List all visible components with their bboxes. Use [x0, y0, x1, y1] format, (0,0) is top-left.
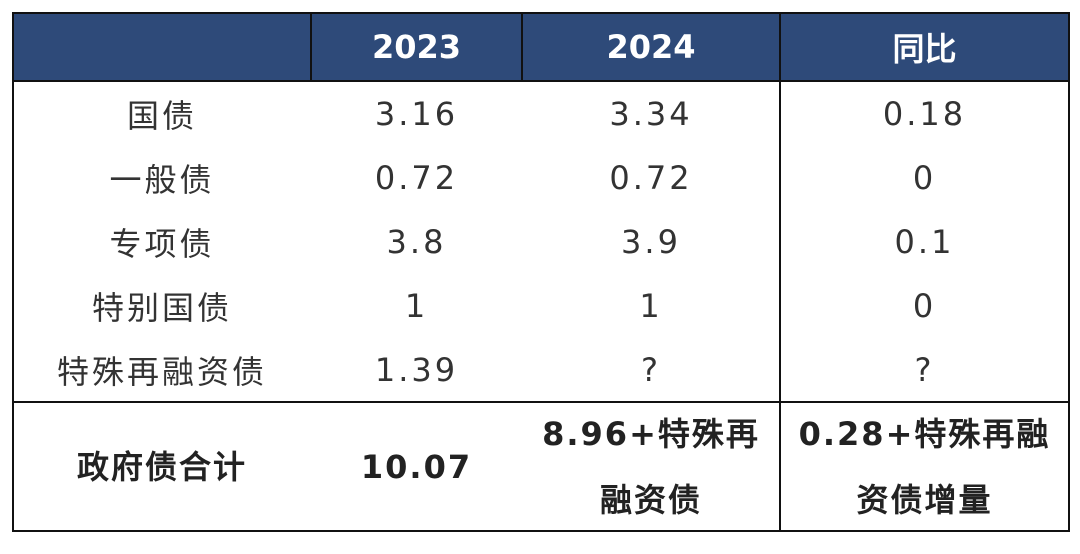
value-2024: ? — [641, 350, 661, 389]
value-yoy: 0 — [912, 287, 937, 325]
government-bond-table: 2023 2024 同比 国债 3.16 3.34 0.18 一般债 0.72 … — [12, 12, 1070, 532]
row-label: 一般债 — [109, 161, 215, 199]
value-2024: 1 — [639, 287, 663, 325]
row-label: 特殊再融资债 — [56, 352, 267, 391]
total-2024: 8.96+特殊再 融资债 — [523, 403, 779, 530]
total-yoy-line2: 资债增量 — [856, 480, 993, 519]
total-2024-line1: 8.96+特殊再 — [542, 414, 760, 453]
value-2024: 3.34 — [609, 95, 693, 133]
total-yoy-line1: 0.28+特殊再融 — [798, 414, 1051, 453]
header-2023: 2023 — [371, 28, 462, 66]
header-yoy: 同比 — [892, 30, 957, 68]
header-divider — [521, 14, 523, 80]
total-yoy: 0.28+特殊再融 资债增量 — [781, 403, 1068, 530]
value-2024: 3.9 — [621, 223, 681, 261]
value-2023: 3.16 — [374, 95, 459, 133]
value-yoy: 0.1 — [894, 223, 955, 261]
value-2023: 3.8 — [386, 223, 447, 261]
header-divider — [310, 14, 312, 80]
header-bottom-border — [14, 80, 1068, 82]
value-yoy: 0 — [912, 159, 937, 197]
row-label: 特别国债 — [91, 289, 232, 327]
total-label: 政府债合计 — [76, 447, 247, 486]
total-2024-line2: 融资债 — [599, 480, 702, 519]
total-2023: 10.07 — [360, 447, 473, 486]
column-divider — [779, 14, 781, 530]
value-2024: 0.72 — [609, 159, 693, 197]
value-2023: 1.39 — [374, 350, 459, 389]
row-label: 专项债 — [109, 225, 215, 263]
table-header: 2023 2024 同比 — [14, 14, 1068, 80]
header-empty-cell — [14, 14, 310, 80]
value-2023: 1 — [404, 287, 429, 325]
value-yoy: 0.18 — [882, 95, 967, 133]
row-label: 国债 — [126, 97, 197, 135]
value-2023: 0.72 — [374, 159, 459, 197]
value-yoy: ? — [914, 350, 935, 389]
header-2024: 2024 — [606, 28, 696, 66]
total-top-border — [14, 401, 1068, 403]
